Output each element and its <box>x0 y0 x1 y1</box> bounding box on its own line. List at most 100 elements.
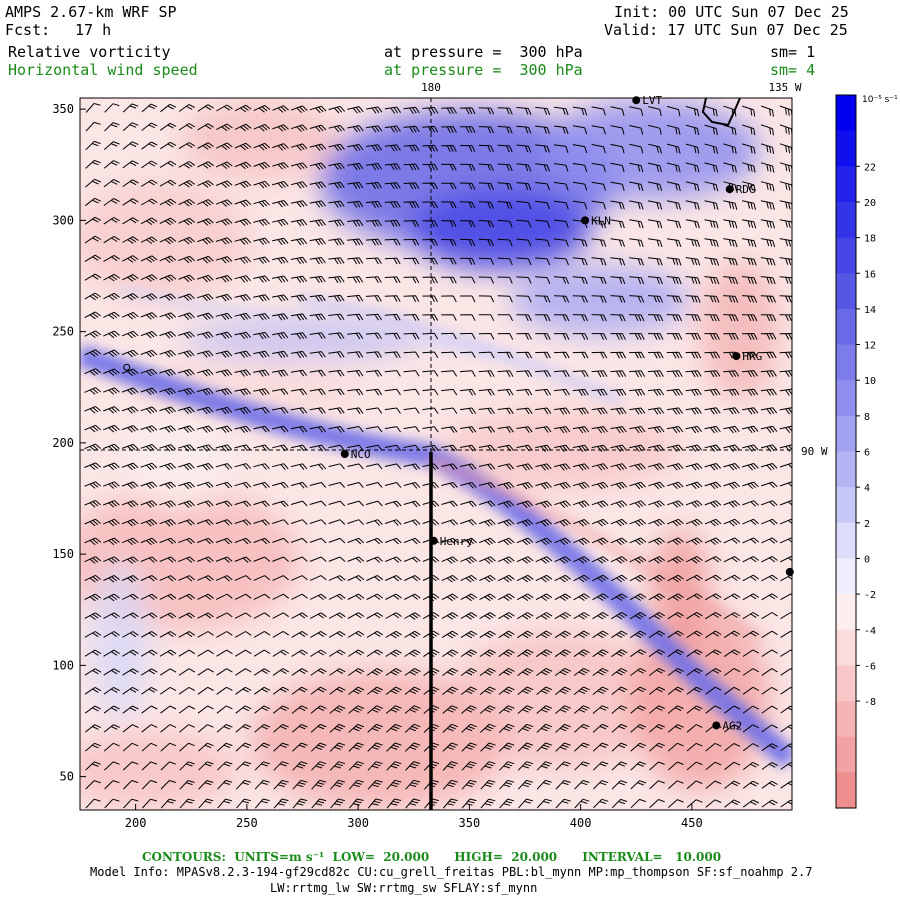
wind-barb <box>290 425 308 433</box>
wind-barb <box>234 425 251 434</box>
wind-barb <box>497 295 513 303</box>
wind-barb <box>573 556 590 564</box>
wind-barb <box>366 575 384 582</box>
wind-barb <box>141 705 158 714</box>
wind-barb <box>516 107 532 115</box>
wind-barb <box>159 537 177 545</box>
wind-barb <box>723 238 738 248</box>
wind-barb <box>517 742 534 752</box>
wind-barb <box>704 593 722 601</box>
wind-barb <box>196 406 214 415</box>
wind-barb <box>442 649 459 658</box>
wind-barb <box>441 145 457 152</box>
wind-barb <box>516 219 532 228</box>
contour-info: CONTOURS: UNITS=m s⁻¹ LOW= 20.000 HIGH= … <box>142 850 722 864</box>
wind-barb <box>160 761 176 771</box>
wind-barb <box>84 273 102 281</box>
wind-barb <box>235 705 252 714</box>
wind-barb <box>761 780 778 789</box>
wind-barb <box>310 668 327 676</box>
wind-barb <box>367 798 383 809</box>
wind-barb <box>572 351 589 359</box>
wind-barb <box>234 256 252 264</box>
wind-barb <box>422 107 439 114</box>
wind-barb <box>591 463 609 471</box>
wind-barb <box>517 705 534 714</box>
wind-barb <box>366 426 383 433</box>
wind-barb <box>328 593 346 600</box>
wind-barb <box>516 556 534 564</box>
colorbar-swatch <box>836 415 856 453</box>
wind-barb <box>685 162 700 173</box>
wind-barb <box>311 761 327 771</box>
wind-barb <box>404 723 421 733</box>
wind-barb <box>178 350 195 358</box>
wind-barb <box>516 500 534 508</box>
wind-barb <box>554 593 572 602</box>
wind-barb <box>629 314 645 322</box>
wind-barb <box>779 314 792 322</box>
wind-barb <box>666 407 684 415</box>
wind-barb <box>103 593 120 602</box>
wind-barb <box>84 254 102 263</box>
wind-barb <box>459 407 477 415</box>
colorbar-swatch <box>836 701 856 738</box>
wind-barb <box>666 463 684 471</box>
wind-barb <box>272 686 290 695</box>
wind-barb <box>179 798 195 809</box>
wind-barb <box>554 463 571 471</box>
wind-barb <box>536 667 553 676</box>
wind-barb <box>554 144 569 153</box>
wind-barb <box>630 724 647 733</box>
wind-barb <box>236 798 251 809</box>
wind-barb <box>516 295 532 303</box>
wind-barb <box>480 798 496 809</box>
wind-barb <box>517 630 534 639</box>
wind-barb <box>497 556 515 564</box>
wind-barb <box>85 742 101 752</box>
wind-barb <box>553 407 571 415</box>
wind-barb <box>666 200 681 210</box>
wind-barb <box>234 593 252 600</box>
wind-barb <box>273 724 289 733</box>
wind-barb <box>667 761 684 771</box>
wind-barb <box>591 333 608 340</box>
wind-barb <box>630 780 647 790</box>
wind-barb <box>197 742 214 752</box>
wind-barb <box>648 106 662 117</box>
wind-barb <box>84 216 102 225</box>
wind-barb <box>403 106 420 114</box>
wind-barb <box>272 218 289 227</box>
wind-barb <box>422 163 439 171</box>
wind-barb <box>140 274 158 282</box>
wind-barb <box>292 779 308 790</box>
wind-barb <box>330 779 346 790</box>
wind-barb <box>667 537 684 545</box>
wind-barb <box>460 612 478 620</box>
wind-barb <box>649 724 665 733</box>
wind-barb <box>685 370 702 378</box>
wind-barb <box>384 444 402 451</box>
wind-barb <box>572 370 589 378</box>
wind-barb <box>536 761 552 771</box>
wind-barb <box>403 220 420 227</box>
wind-barb <box>384 370 401 377</box>
wind-barb <box>403 238 420 246</box>
small-circle-marker <box>123 363 131 371</box>
wind-barb <box>610 162 625 173</box>
wind-barb <box>215 500 233 508</box>
wind-barb <box>666 388 683 396</box>
wind-barb <box>328 426 345 433</box>
wind-barb <box>310 705 327 714</box>
y-tick-label: 150 <box>52 547 74 561</box>
wind-barb <box>573 612 590 620</box>
wind-barb <box>648 444 665 452</box>
wind-barb <box>760 295 776 303</box>
colorbar-swatch <box>836 308 856 346</box>
wind-barb <box>460 519 477 526</box>
wind-barb <box>516 574 534 583</box>
wind-barb <box>290 124 308 132</box>
wind-barb <box>179 742 195 752</box>
wind-barb <box>178 425 195 433</box>
wind-barb <box>685 257 701 266</box>
